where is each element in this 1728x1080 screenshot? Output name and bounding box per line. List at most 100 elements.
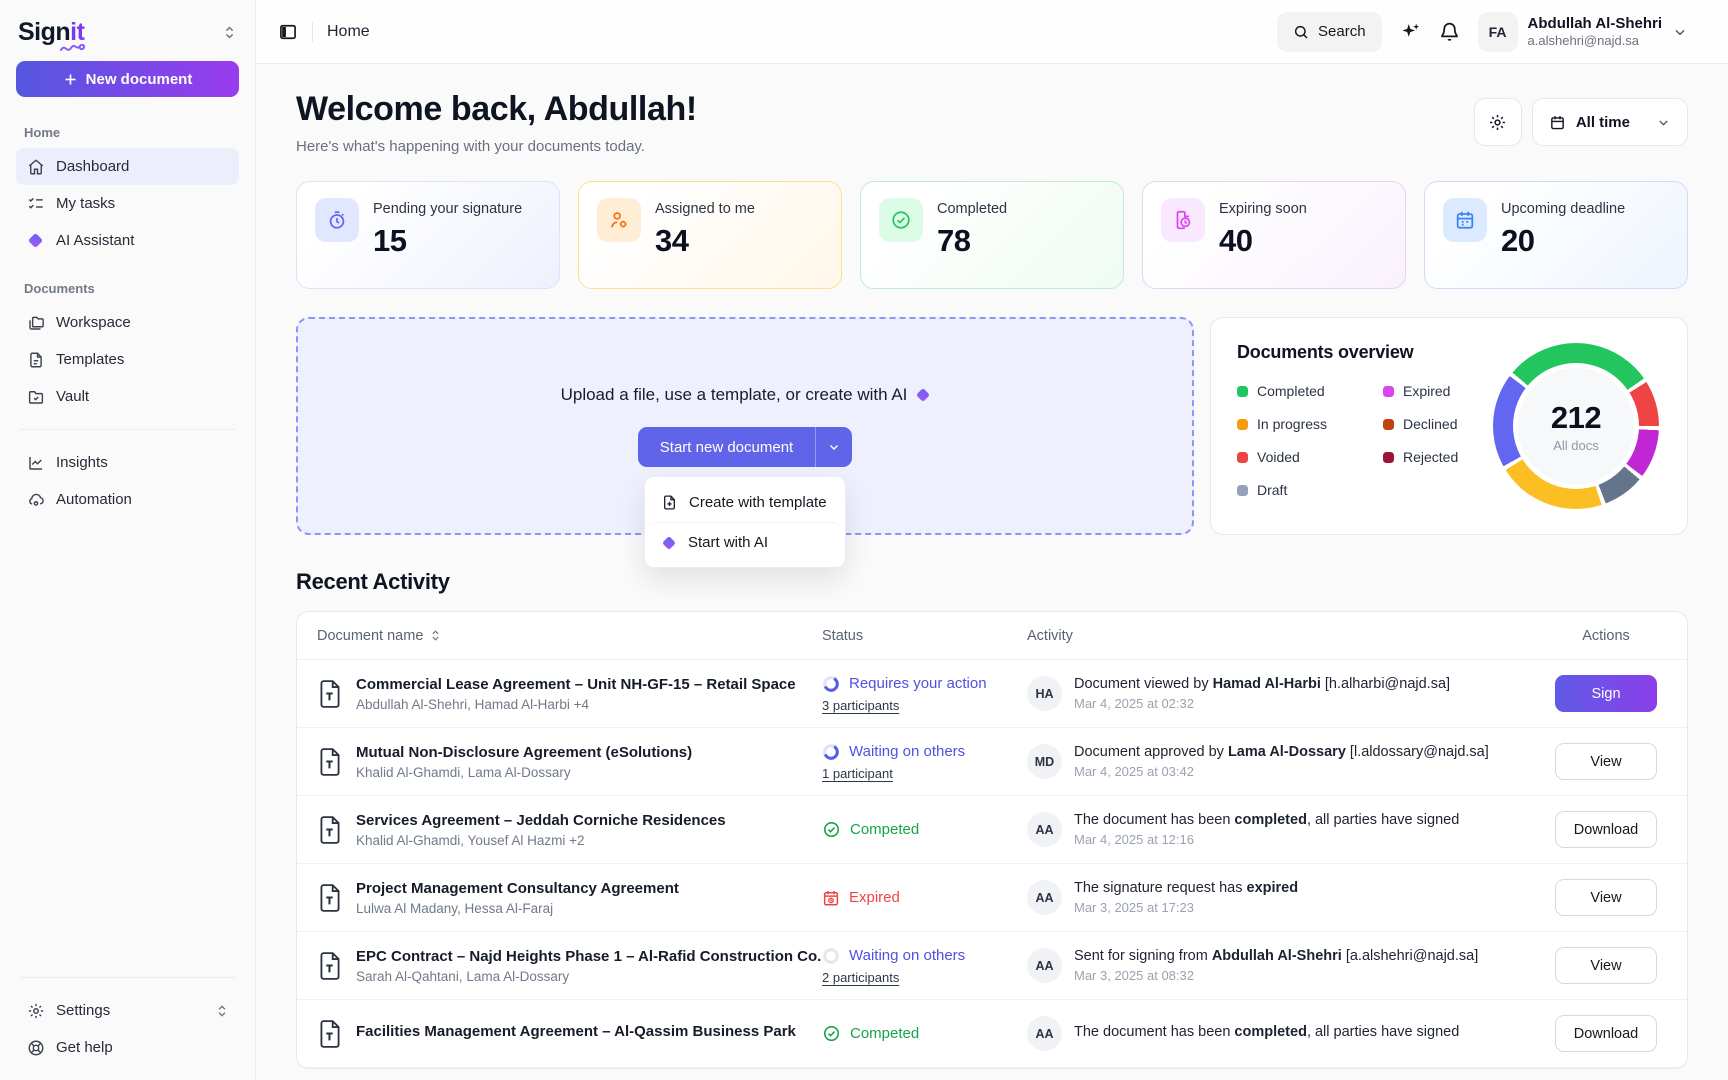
- avatar: AA: [1027, 812, 1062, 847]
- sidebar-item-templates[interactable]: Templates: [16, 341, 239, 378]
- activity-text: The signature request has expired: [1074, 880, 1299, 896]
- legend-item: In progress: [1237, 416, 1355, 432]
- sidebar-item-vault[interactable]: Vault: [16, 378, 239, 415]
- chevron-down-icon: [1656, 115, 1671, 130]
- avatar: FA: [1477, 11, 1518, 52]
- file-type-icon: [317, 747, 343, 777]
- section-label-documents: Documents: [24, 281, 95, 296]
- stat-card-pending-signature[interactable]: Pending your signature 15: [296, 181, 560, 289]
- table-header-row: Document name Status Activity Actions: [297, 612, 1687, 660]
- ai-diamond-icon: [916, 388, 931, 402]
- activity-text: Sent for signing from Abdullah Al-Shehri…: [1074, 948, 1479, 964]
- avatar: HA: [1027, 676, 1062, 711]
- document-name: Facilities Management Agreement – Al-Qas…: [356, 1023, 796, 1040]
- participants-link[interactable]: 2 participants: [822, 969, 900, 985]
- home-icon: [26, 157, 45, 176]
- lifebuoy-icon: [26, 1038, 45, 1057]
- breadcrumb[interactable]: Home: [327, 22, 370, 40]
- document-name: EPC Contract – Najd Heights Phase 1 – Al…: [356, 947, 822, 965]
- stat-card-deadline[interactable]: Upcoming deadline 20: [1424, 181, 1688, 289]
- table-row[interactable]: EPC Contract – Najd Heights Phase 1 – Al…: [297, 932, 1687, 1000]
- status-badge: Competed: [822, 1024, 1027, 1043]
- stats-row: Pending your signature 15 Assigned to me 3…: [296, 181, 1688, 289]
- row-action-button[interactable]: View: [1555, 947, 1657, 984]
- row-action-button[interactable]: Download: [1555, 1015, 1657, 1052]
- activity-timestamp: Mar 4, 2025 at 02:32: [1074, 696, 1194, 711]
- column-header-actions: Actions: [1582, 627, 1630, 644]
- calendar-expired-icon: [822, 889, 840, 907]
- start-new-document-split-button: Start new document: [637, 427, 853, 467]
- sidebar-item-dashboard[interactable]: Dashboard: [16, 148, 239, 185]
- row-action-button[interactable]: View: [1555, 743, 1657, 780]
- document-participants: Abdullah Al-Shehri, Hamad Al-Harbi +4: [356, 696, 590, 712]
- user-menu[interactable]: FA Abdullah Al-Shehri a.alshehri@najd.sa: [1477, 11, 1688, 52]
- start-new-document-button[interactable]: Start new document: [637, 427, 816, 467]
- table-row[interactable]: Facilities Management Agreement – Al-Qas…: [297, 1000, 1687, 1068]
- upload-dropzone[interactable]: Upload a file, use a template, or create…: [296, 317, 1194, 568]
- sparkles-icon[interactable]: [1400, 21, 1421, 42]
- sidebar-item-insights[interactable]: Insights: [16, 444, 239, 481]
- start-new-document-caret[interactable]: [815, 427, 853, 467]
- dashboard-settings-button[interactable]: [1473, 98, 1522, 146]
- pending-ring-icon: [822, 947, 840, 965]
- stat-card-expiring[interactable]: Expiring soon 40: [1142, 181, 1406, 289]
- search-button[interactable]: Search: [1277, 11, 1382, 52]
- sidebar-item-automation[interactable]: Automation: [16, 481, 239, 518]
- status-badge: Waiting on others: [822, 947, 1027, 965]
- column-header-activity: Activity: [1027, 627, 1073, 644]
- document-name: Project Management Consultancy Agreement: [356, 879, 679, 897]
- sidebar-item-get-help[interactable]: Get help: [16, 1029, 239, 1066]
- menu-item-start-with-ai[interactable]: Start with AI: [650, 522, 840, 562]
- stat-card-assigned[interactable]: Assigned to me 34: [578, 181, 842, 289]
- overview-legend: Completed Expired In progress Declined V…: [1237, 383, 1493, 498]
- participants-link[interactable]: 1 participant: [822, 765, 893, 781]
- sidebar-item-ai-assistant[interactable]: AI Assistant: [16, 222, 239, 259]
- page-title: Welcome back, Abdullah!: [296, 90, 697, 128]
- status-badge: Waiting on others: [822, 743, 1027, 761]
- row-action-button[interactable]: View: [1555, 879, 1657, 916]
- check-circle-icon: [822, 820, 841, 839]
- sort-icon: [432, 630, 440, 641]
- document-participants: Khalid Al-Ghamdi, Lama Al-Dossary: [356, 764, 571, 780]
- document-name: Services Agreement – Jeddah Corniche Res…: [356, 811, 726, 829]
- column-header-document-name[interactable]: Document name: [317, 628, 822, 644]
- plus-icon: [65, 74, 76, 84]
- file-type-icon: [317, 883, 343, 913]
- new-document-button[interactable]: New document: [16, 61, 239, 97]
- search-icon: [1294, 25, 1308, 39]
- avatar: AA: [1027, 1016, 1062, 1051]
- document-name: Commercial Lease Agreement – Unit NH-GF-…: [356, 675, 796, 693]
- user-name: Abdullah Al-Shehri: [1527, 15, 1662, 33]
- status-badge: Expired: [822, 889, 1027, 907]
- bell-icon[interactable]: [1439, 21, 1460, 42]
- logo-squiggle-icon: [60, 43, 86, 51]
- activity-timestamp: Mar 3, 2025 at 08:32: [1074, 968, 1194, 983]
- sidebar-item-my-tasks[interactable]: My tasks: [16, 185, 239, 222]
- stat-card-completed[interactable]: Completed 78: [860, 181, 1124, 289]
- row-action-button[interactable]: Download: [1555, 811, 1657, 848]
- sidebar-item-workspace[interactable]: Workspace: [16, 304, 239, 341]
- row-action-button[interactable]: Sign: [1555, 675, 1657, 712]
- new-document-menu: Create with template Start with AI: [644, 476, 846, 568]
- sidebar-collapse-icon[interactable]: [222, 25, 237, 40]
- time-range-dropdown[interactable]: All time: [1531, 98, 1688, 146]
- menu-item-create-with-template[interactable]: Create with template: [650, 482, 840, 522]
- participants-link[interactable]: 3 participants: [822, 697, 900, 713]
- activity-text: Document viewed by Hamad Al-Harbi [h.alh…: [1074, 676, 1451, 692]
- user-gear-icon: [597, 198, 641, 242]
- table-row[interactable]: Commercial Lease Agreement – Unit NH-GF-…: [297, 660, 1687, 728]
- documents-donut-chart: 212 All docs: [1493, 343, 1659, 509]
- legend-item: Draft: [1237, 482, 1355, 498]
- top-bar: Home Search FA Abdullah Al-Shehri a.alsh…: [256, 0, 1728, 64]
- table-row[interactable]: Mutual Non-Disclosure Agreement (eSoluti…: [297, 728, 1687, 796]
- table-row[interactable]: Project Management Consultancy Agreement…: [297, 864, 1687, 932]
- legend-item: Expired: [1383, 383, 1493, 399]
- sidebar-toggle-icon[interactable]: [278, 22, 298, 42]
- chevron-down-icon: [1675, 29, 1685, 35]
- recent-activity-title: Recent Activity: [296, 569, 450, 594]
- sidebar: Signit New document Home Dashboard My ta…: [0, 0, 256, 1080]
- sidebar-item-settings[interactable]: Settings: [16, 992, 239, 1029]
- donut-total-label: All docs: [1553, 437, 1599, 453]
- table-row[interactable]: Services Agreement – Jeddah Corniche Res…: [297, 796, 1687, 864]
- status-badge: Requires your action: [822, 675, 1027, 693]
